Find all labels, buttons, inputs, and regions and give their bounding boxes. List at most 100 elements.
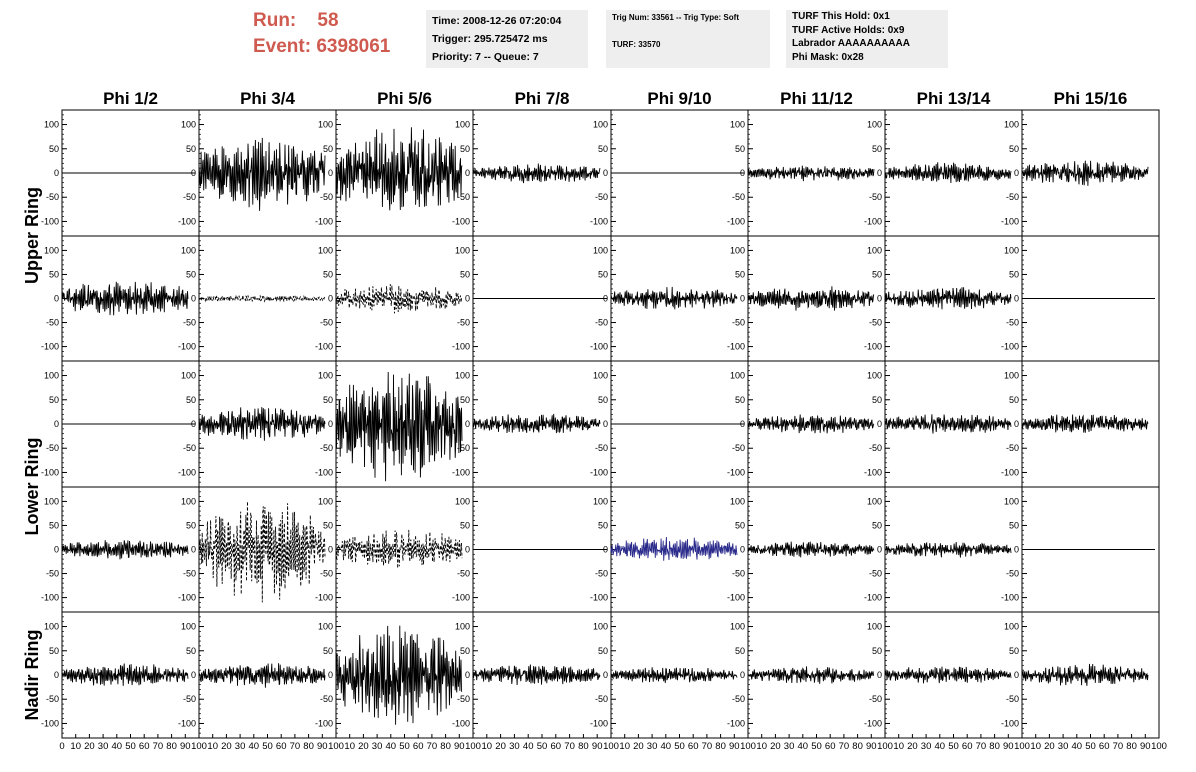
x-tick-label: 40 [112, 741, 123, 752]
x-tick-label: 40 [1072, 741, 1083, 752]
y-tick-label: 50 [1009, 395, 1019, 405]
x-tick-label: 80 [166, 741, 177, 752]
waveform-trace [1021, 663, 1149, 686]
y-tick-label: 0 [603, 294, 608, 304]
time-info-box: Time: 2008-12-26 07:20:04 Trigger: 295.7… [426, 10, 588, 68]
x-tick-label: 100 [1014, 741, 1030, 752]
x-tick-label: 30 [921, 741, 932, 752]
time-text: Time: 2008-12-26 07:20:04 [432, 15, 562, 27]
x-tick-label: 80 [989, 741, 1000, 752]
x-tick-label: 30 [372, 741, 383, 752]
y-tick-label: -100 [452, 718, 470, 728]
waveform-trace [610, 286, 738, 310]
y-tick-label: -50 [320, 318, 333, 328]
y-tick-label: 50 [872, 520, 882, 530]
y-tick-label: -100 [590, 342, 608, 352]
waveform-trace [335, 284, 463, 314]
y-tick-label: -50 [320, 569, 333, 579]
y-tick-label: -50 [732, 318, 745, 328]
y-tick-label: -100 [178, 593, 196, 603]
column-title: Phi 1/2 [103, 89, 158, 108]
y-tick-label: 0 [877, 294, 882, 304]
y-tick-label: 50 [735, 395, 745, 405]
y-tick-label: 100 [1004, 120, 1019, 130]
y-tick-label: -50 [869, 694, 882, 704]
y-tick-label: 100 [44, 496, 59, 506]
trig-info-box: Trig Num: 33561 -- Trig Type: Soft TURF:… [606, 10, 770, 68]
y-tick-label: -50 [320, 694, 333, 704]
x-tick-label: 70 [290, 741, 301, 752]
phi-mask-text: Phi Mask: 0x28 [792, 51, 864, 63]
y-tick-label: -100 [864, 593, 882, 603]
y-tick-label: 0 [740, 168, 745, 178]
turf-info-box: TURF This Hold: 0x1 TURF Active Holds: 0… [786, 10, 948, 68]
y-tick-label: -50 [46, 443, 59, 453]
x-tick-label: 60 [825, 741, 836, 752]
y-tick-label: 0 [191, 670, 196, 680]
x-tick-label: 80 [715, 741, 726, 752]
y-tick-label: -50 [595, 443, 608, 453]
column-title: Phi 15/16 [1054, 89, 1128, 108]
x-tick-label: 70 [702, 741, 713, 752]
y-tick-label: 50 [323, 646, 333, 656]
y-tick-label: 100 [181, 622, 196, 632]
y-tick-label: 50 [1009, 646, 1019, 656]
y-tick-label: 100 [181, 496, 196, 506]
waveform-trace [884, 666, 1012, 684]
y-tick-label: -100 [727, 718, 745, 728]
y-tick-label: 100 [455, 371, 470, 381]
y-tick-label: -50 [595, 694, 608, 704]
waveform-trace [198, 663, 326, 688]
y-tick-label: 100 [593, 496, 608, 506]
y-tick-label: 100 [593, 622, 608, 632]
ring-label: Nadir Ring [22, 629, 42, 720]
priority-text: Priority: 7 -- Queue: 7 [432, 51, 539, 63]
x-tick-label: 100 [740, 741, 756, 752]
y-tick-label: -50 [595, 318, 608, 328]
waveform-trace [335, 625, 463, 725]
ring-label: Upper Ring [22, 187, 42, 284]
y-tick-label: 0 [740, 294, 745, 304]
y-tick-label: -100 [178, 718, 196, 728]
waveform-trace [335, 371, 463, 482]
y-tick-label: -50 [595, 192, 608, 202]
waveform-trace [472, 664, 601, 686]
y-tick-label: -100 [1001, 342, 1019, 352]
y-tick-label: -100 [590, 593, 608, 603]
y-tick-label: 100 [455, 120, 470, 130]
x-tick-label: 70 [427, 741, 438, 752]
y-tick-label: -50 [1006, 318, 1019, 328]
y-tick-label: 50 [49, 269, 59, 279]
x-tick-label: 50 [811, 741, 822, 752]
y-tick-label: 100 [44, 245, 59, 255]
waveform-trace [610, 667, 738, 683]
x-tick-label: 30 [784, 741, 795, 752]
y-tick-label: 50 [186, 144, 196, 154]
y-tick-label: 0 [191, 419, 196, 429]
y-tick-label: 50 [49, 520, 59, 530]
y-tick-label: 0 [1014, 545, 1019, 555]
waveform-trace [884, 162, 1012, 184]
run-label: Run: [253, 10, 297, 31]
waveform-trace [747, 165, 875, 182]
waveform-trace [61, 281, 189, 316]
y-tick-label: 100 [730, 371, 745, 381]
x-tick-label: 20 [907, 741, 918, 752]
x-tick-label: 10 [756, 741, 767, 752]
y-tick-label: 50 [872, 269, 882, 279]
column-title: Phi 5/6 [377, 89, 432, 108]
x-tick-label: 40 [935, 741, 946, 752]
y-tick-label: -50 [46, 569, 59, 579]
y-tick-label: -50 [183, 318, 196, 328]
x-tick-label: 60 [413, 741, 424, 752]
y-tick-label: -50 [457, 443, 470, 453]
y-tick-label: 100 [593, 120, 608, 130]
x-tick-label: 30 [1058, 741, 1069, 752]
event-value: 6398061 [316, 36, 391, 57]
y-tick-label: 0 [740, 670, 745, 680]
y-tick-label: 0 [328, 419, 333, 429]
y-tick-label: 100 [318, 371, 333, 381]
x-tick-label: 70 [976, 741, 987, 752]
x-tick-label: 30 [647, 741, 658, 752]
x-tick-label: 40 [798, 741, 809, 752]
